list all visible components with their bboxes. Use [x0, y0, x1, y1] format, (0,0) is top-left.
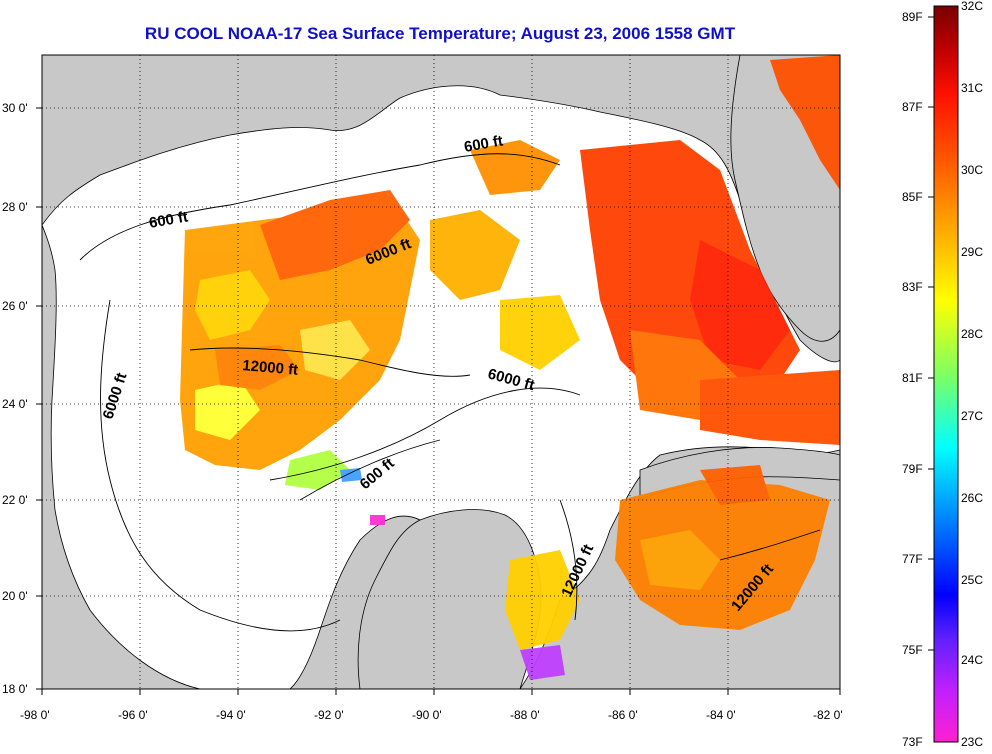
- colorbar-c-label: 24C: [961, 653, 983, 667]
- colorbar-c-label: 32C: [961, 0, 983, 13]
- colorbar-ticks: [928, 16, 934, 651]
- contour-label: 12000 ft: [242, 357, 299, 379]
- colorbar-f-label: 81F: [902, 371, 923, 385]
- lon-tick: -86 0': [608, 708, 638, 722]
- lon-tick: -98 0': [20, 708, 50, 722]
- colorbar-f-label: 79F: [902, 462, 923, 476]
- colorbar-c-label: 31C: [961, 81, 983, 95]
- lon-tick: -90 0': [412, 708, 442, 722]
- lat-tick: 30 0': [2, 101, 28, 115]
- lat-tick: 28 0': [2, 200, 28, 214]
- lat-tick: 26 0': [2, 299, 28, 313]
- colorbar-f-label: 77F: [902, 552, 923, 566]
- colorbar-c-label: 25C: [961, 573, 983, 587]
- map-title: RU COOL NOAA-17 Sea Surface Temperature;…: [144, 24, 736, 43]
- colorbar-c-label: 29C: [961, 245, 983, 259]
- lon-tick: -88 0': [510, 708, 540, 722]
- lat-tick: 22 0': [2, 493, 28, 507]
- colorbar-f-label: 83F: [902, 280, 923, 294]
- sst-data: [180, 55, 840, 680]
- colorbar-c-label: 26C: [961, 491, 983, 505]
- colorbar-c-label: 30C: [961, 163, 983, 177]
- contour-label: 600 ft: [148, 208, 190, 232]
- contour-label: 600 ft: [463, 132, 505, 156]
- lon-tick: -96 0': [118, 708, 148, 722]
- lon-tick: -84 0': [706, 708, 736, 722]
- colorbar-f-label: 85F: [902, 190, 923, 204]
- bathymetry-contours: [79, 153, 821, 632]
- lon-tick: -92 0': [314, 708, 344, 722]
- axis-ticks: [36, 107, 841, 695]
- map-frame: [41, 54, 841, 690]
- colorbar-f-label: 87F: [902, 100, 923, 114]
- lon-tick: -94 0': [216, 708, 246, 722]
- colorbar-c-label: 28C: [961, 327, 983, 341]
- colorbar-f-label: 89F: [902, 10, 923, 24]
- colorbar-c-label: 23C: [961, 735, 983, 749]
- colorbar-c-label: 27C: [961, 409, 983, 423]
- colorbar-f-label: 73F: [902, 735, 923, 749]
- lat-tick: 24 0': [2, 397, 28, 411]
- lat-tick: 18 0': [2, 682, 28, 696]
- lat-tick: 20 0': [2, 589, 28, 603]
- colorbar-f-label: 75F: [902, 643, 923, 657]
- colorbar: [933, 5, 959, 743]
- lon-tick: -82 0': [813, 708, 843, 722]
- lat-lon-grid: [42, 55, 840, 689]
